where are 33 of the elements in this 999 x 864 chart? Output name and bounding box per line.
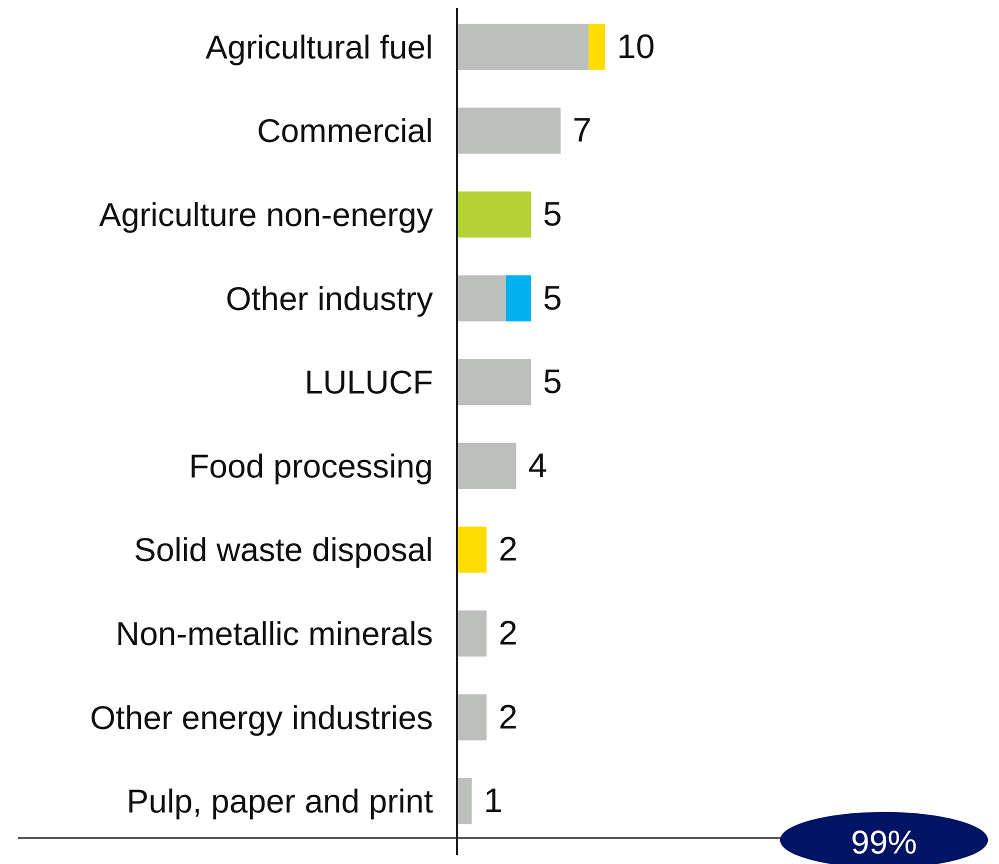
bar bbox=[457, 694, 487, 740]
y-tick-label: Agricultural fuel bbox=[206, 28, 433, 66]
data-label: 7 bbox=[572, 112, 592, 150]
data-label: 4 bbox=[528, 446, 548, 485]
y-tick-label: Non-metallic minerals bbox=[116, 615, 433, 652]
data-label: 1 bbox=[484, 782, 503, 820]
y-tick-label: Commercial bbox=[256, 112, 433, 150]
bar bbox=[457, 778, 472, 824]
data-label: 2 bbox=[498, 698, 518, 736]
data-label: 2 bbox=[498, 530, 518, 569]
total-label: 5 bbox=[543, 279, 562, 318]
data-label: 5 bbox=[543, 196, 562, 234]
bar bbox=[457, 24, 589, 70]
bar bbox=[457, 275, 506, 322]
data-label: 2 bbox=[498, 614, 518, 652]
y-tick-label: Pulp, paper and print bbox=[126, 782, 433, 820]
y-tick-label: Agriculture non-energy bbox=[99, 196, 434, 233]
y-tick-label: LULUCF bbox=[304, 364, 433, 401]
y-tick-label: Solid waste disposal bbox=[134, 531, 433, 568]
bar bbox=[457, 108, 561, 154]
text: 99% bbox=[850, 824, 918, 860]
bar bbox=[457, 526, 487, 573]
bar bbox=[588, 24, 605, 70]
y-tick-label: Food processing bbox=[189, 447, 433, 484]
bar bbox=[506, 275, 531, 322]
bar bbox=[457, 359, 531, 406]
y-tick-label: Other industry bbox=[226, 280, 434, 317]
bar bbox=[457, 191, 531, 238]
y-tick-label: Other energy industries bbox=[90, 698, 433, 736]
bar bbox=[457, 442, 516, 489]
data-label: 5 bbox=[543, 363, 562, 402]
total-label: 10 bbox=[617, 28, 655, 66]
bar bbox=[457, 610, 487, 657]
